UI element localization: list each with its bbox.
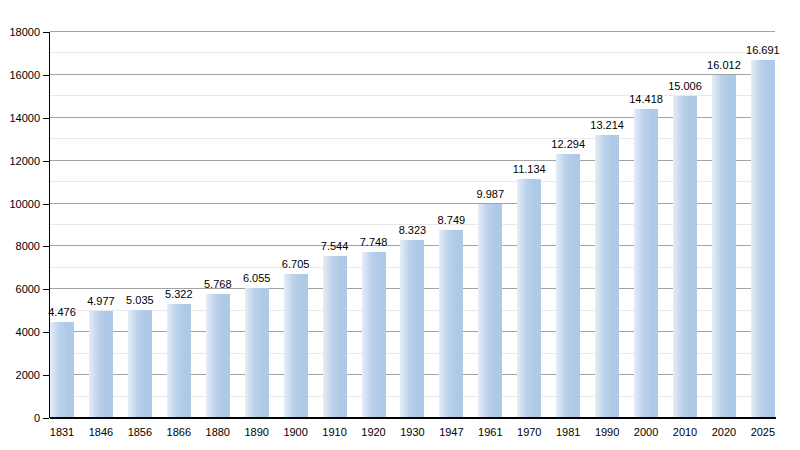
bar-value-label: 11.134 xyxy=(513,163,546,175)
bar: 4.4761831 xyxy=(50,322,74,418)
y-axis-tick-label: 6000 xyxy=(0,283,40,296)
y-axis-tick-mark xyxy=(43,418,49,419)
bar: 4.9771846 xyxy=(89,311,113,418)
x-axis-tick-label: 1990 xyxy=(595,426,619,438)
bar: 16.6912025 xyxy=(751,60,775,418)
y-axis-tick-label: 10000 xyxy=(0,198,40,211)
bar: 5.3221866 xyxy=(167,304,191,418)
y-axis-tick-label: 4000 xyxy=(0,326,40,339)
x-axis-tick-label: 1856 xyxy=(128,426,152,438)
bar-value-label: 7.748 xyxy=(360,236,388,248)
bar-value-label: 7.544 xyxy=(321,240,349,252)
bar-value-label: 14.418 xyxy=(629,93,663,105)
bar: 6.7051900 xyxy=(284,274,308,418)
y-axis-tick-label: 0 xyxy=(0,412,40,425)
bar-value-label: 16.012 xyxy=(707,59,741,71)
bar-value-label: 5.768 xyxy=(204,278,232,290)
x-axis-tick-label: 1866 xyxy=(167,426,191,438)
y-axis-tick-label: 8000 xyxy=(0,240,40,253)
x-axis-tick-label: 2020 xyxy=(712,426,736,438)
x-axis-tick-label: 1880 xyxy=(206,426,230,438)
bar-value-label: 8.323 xyxy=(399,224,427,236)
bar-value-label: 9.987 xyxy=(477,188,505,200)
y-axis-tick-mark xyxy=(43,204,49,205)
bar-value-label: 5.035 xyxy=(126,294,154,306)
y-axis-tick-mark xyxy=(43,32,49,33)
bar: 13.2141990 xyxy=(595,135,619,418)
x-axis-tick-label: 1961 xyxy=(478,426,502,438)
bar-value-label: 4.977 xyxy=(87,295,115,307)
bar: 9.9871961 xyxy=(478,204,502,418)
bar-value-label: 4.476 xyxy=(48,306,76,318)
y-axis-tick-label: 18000 xyxy=(0,26,40,39)
bar: 5.0351856 xyxy=(128,310,152,418)
y-axis-tick-mark xyxy=(43,246,49,247)
bar-value-label: 12.294 xyxy=(551,138,585,150)
x-axis-tick-label: 2025 xyxy=(751,426,775,438)
x-axis-tick-label: 1910 xyxy=(322,426,346,438)
x-axis-tick-label: 1970 xyxy=(517,426,541,438)
bar-value-label: 13.214 xyxy=(590,119,624,131)
bar: 5.7681880 xyxy=(206,294,230,418)
y-axis-tick-label: 2000 xyxy=(0,369,40,382)
bar-value-label: 5.322 xyxy=(165,288,193,300)
bar-value-label: 16.691 xyxy=(746,44,780,56)
y-axis-tick-label: 16000 xyxy=(0,69,40,82)
plot-area: 4.4761831 4.9771846 5.0351856 5.3221866 5.76… xyxy=(50,32,775,418)
population-bar-chart: 4.47618314.97718465.03518565.32218665.76… xyxy=(0,0,800,450)
bar: 12.2941981 xyxy=(556,154,580,418)
bar-value-label: 6.705 xyxy=(282,258,310,270)
y-axis-tick-mark xyxy=(43,161,49,162)
y-axis-tick-mark xyxy=(43,118,49,119)
x-axis-tick-label: 1831 xyxy=(50,426,74,438)
x-axis-tick-label: 1947 xyxy=(439,426,463,438)
bar: 8.3231930 xyxy=(400,240,424,418)
bar: 7.5441910 xyxy=(323,256,347,418)
bar: 7.7481920 xyxy=(362,252,386,418)
x-axis-tick-label: 2000 xyxy=(634,426,658,438)
bar: 8.7491947 xyxy=(439,230,463,418)
bar: 11.1341970 xyxy=(517,179,541,418)
x-axis-tick-label: 1920 xyxy=(361,426,385,438)
y-axis-tick-mark xyxy=(43,375,49,376)
bar: 6.0551890 xyxy=(245,288,269,418)
y-axis-line xyxy=(49,32,50,418)
bar: 14.4182000 xyxy=(634,109,658,418)
y-axis-tick-mark xyxy=(43,75,49,76)
y-axis-tick-mark xyxy=(43,332,49,333)
bar-value-label: 6.055 xyxy=(243,272,271,284)
y-axis-tick-mark xyxy=(43,289,49,290)
bar-value-label: 15.006 xyxy=(668,80,702,92)
x-axis-tick-label: 2010 xyxy=(673,426,697,438)
y-axis-tick-label: 14000 xyxy=(0,112,40,125)
x-axis-tick-label: 1846 xyxy=(89,426,113,438)
x-axis-line xyxy=(50,417,776,419)
bars-row: 4.4761831 4.9771846 5.0351856 5.3221866 5.76… xyxy=(50,32,775,418)
x-axis-tick-label: 1981 xyxy=(556,426,580,438)
bar: 15.0062010 xyxy=(673,96,697,418)
x-axis-tick-label: 1930 xyxy=(400,426,424,438)
bar: 16.0122020 xyxy=(712,75,736,418)
bar-value-label: 8.749 xyxy=(438,214,466,226)
y-axis-tick-label: 12000 xyxy=(0,155,40,168)
x-axis-tick-label: 1890 xyxy=(244,426,268,438)
x-axis-tick-label: 1900 xyxy=(283,426,307,438)
